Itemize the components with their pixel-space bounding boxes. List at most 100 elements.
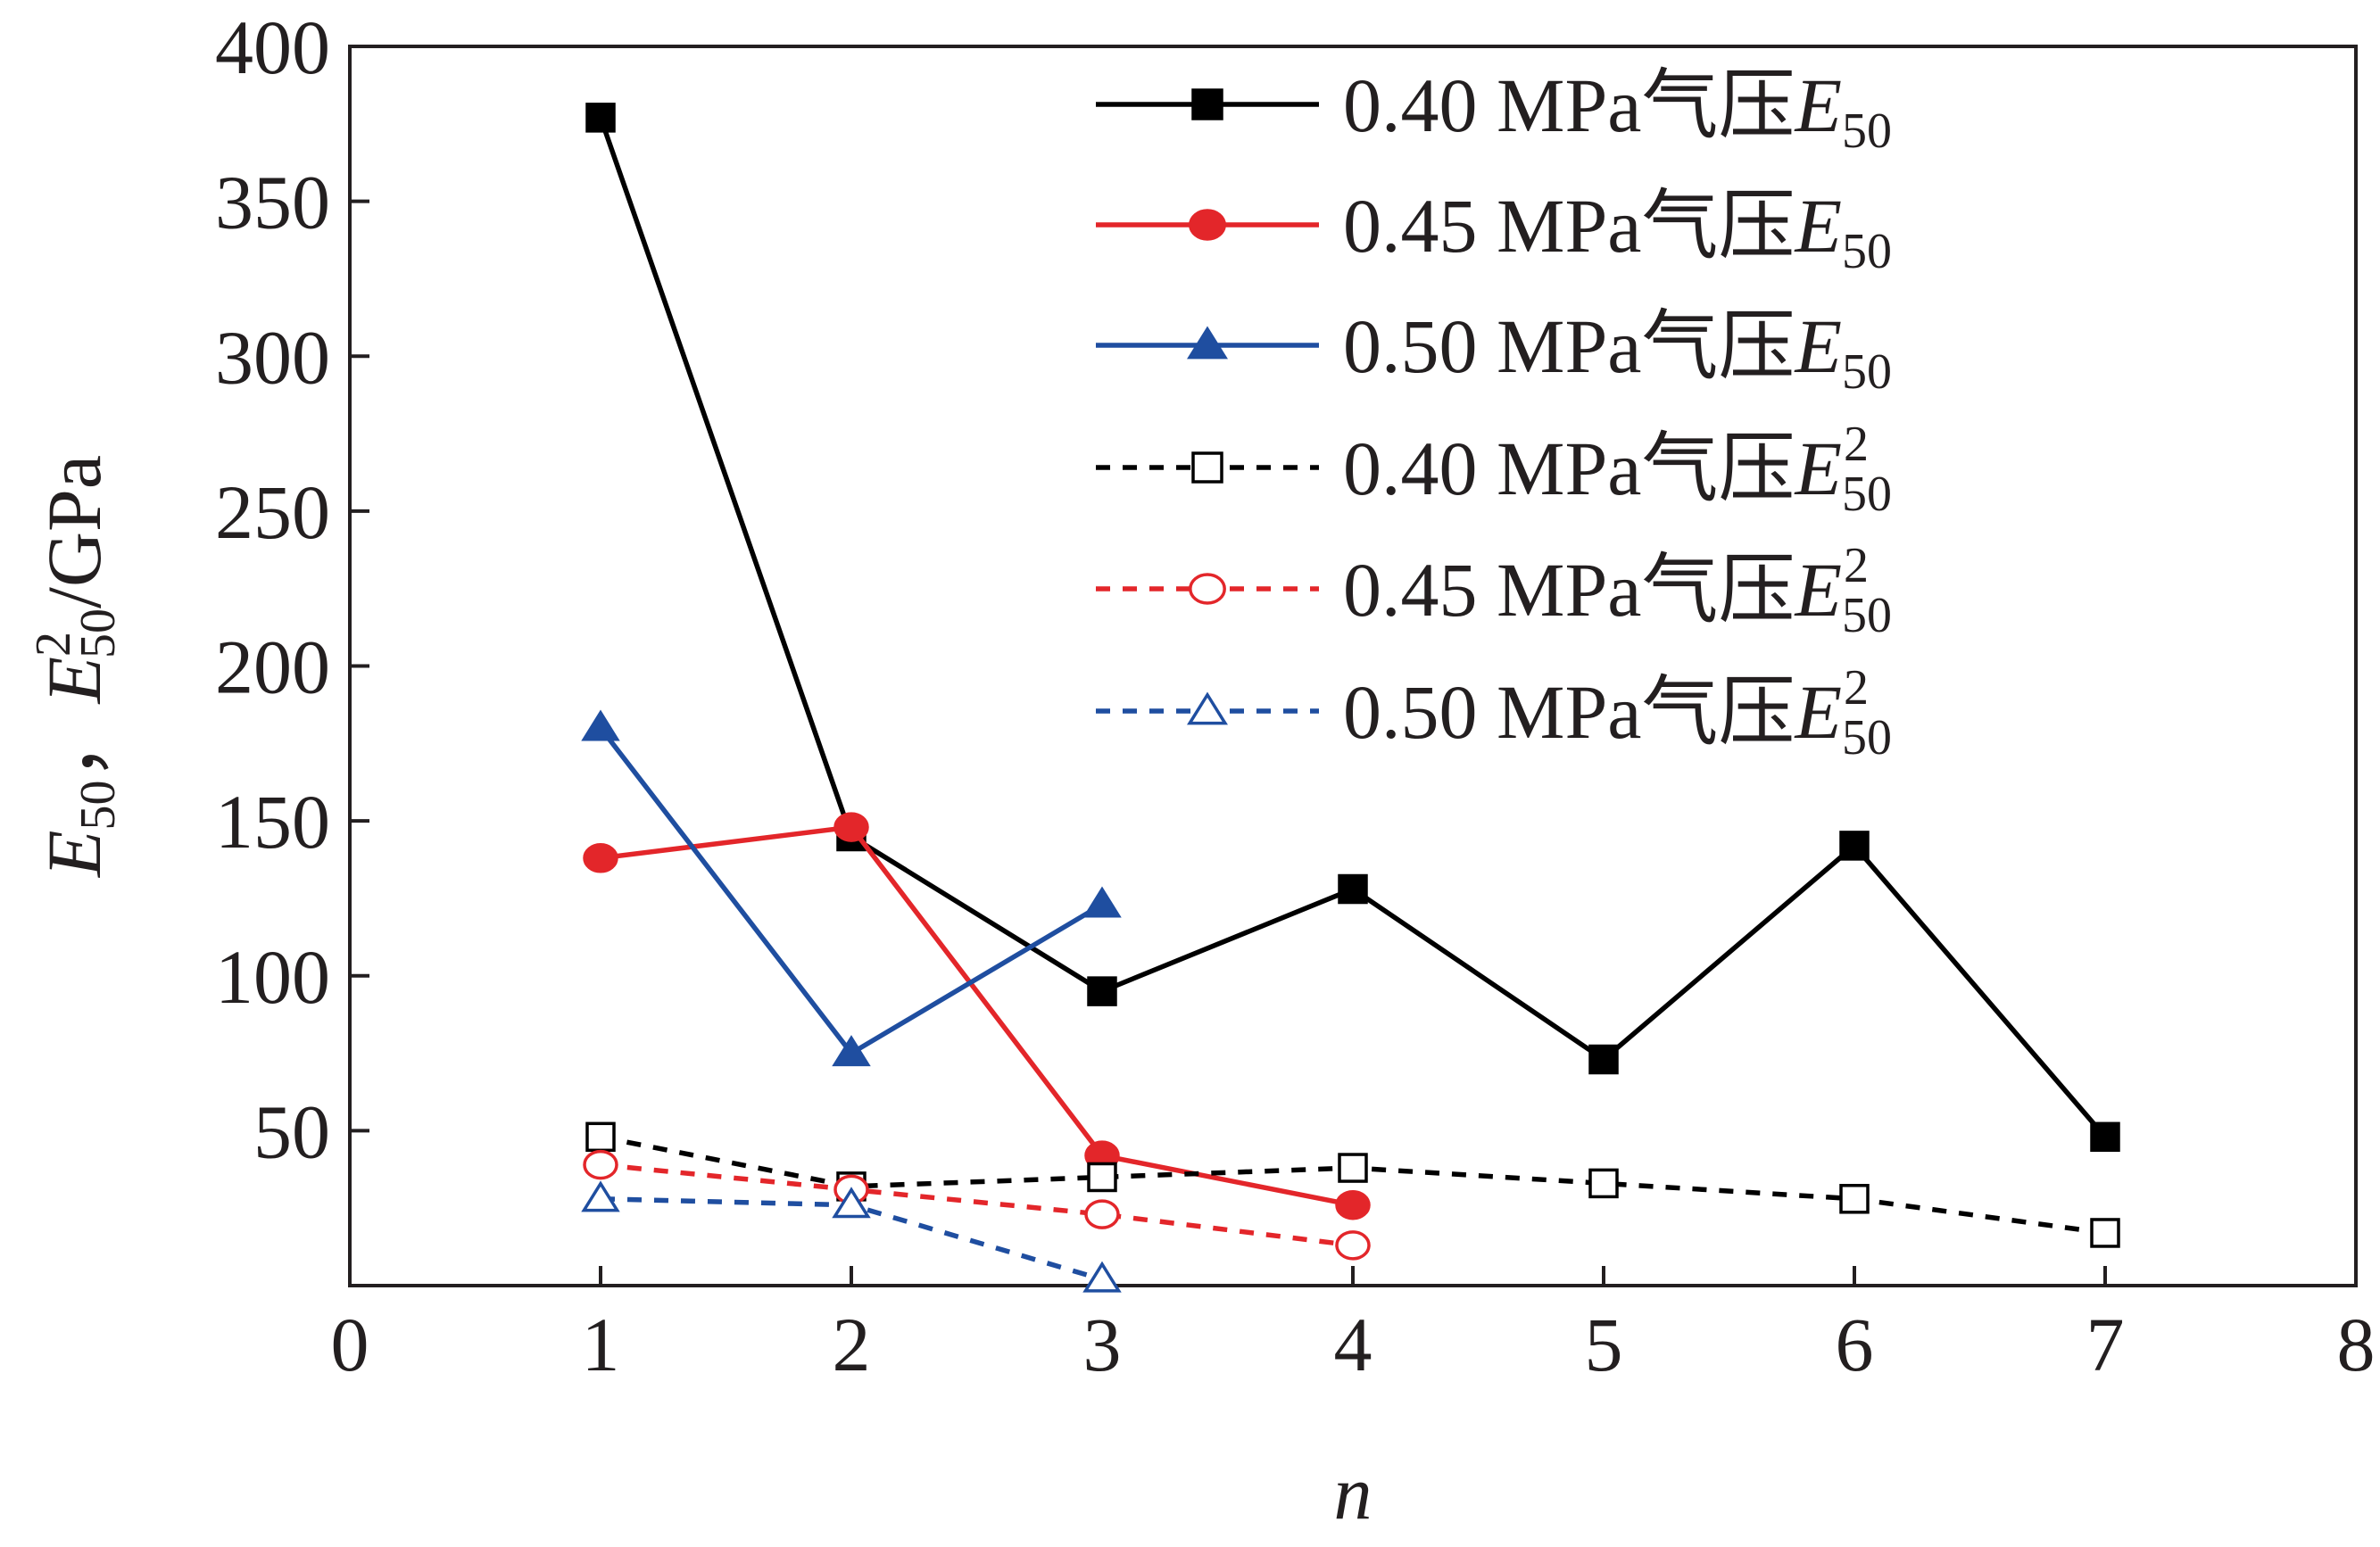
legend-item-3: 0.50 MPa气压E50 — [1096, 303, 1892, 400]
data-point — [1087, 1162, 1117, 1193]
legend-prefix: 0.40 MPa气压 — [1343, 426, 1795, 511]
data-point — [1335, 1189, 1371, 1220]
legend-item-4: 0.40 MPa气压E2 50 — [1096, 417, 1892, 522]
legend-label: 0.40 MPa气压E2 50 — [1343, 417, 1892, 522]
y-label-separator: ， — [31, 704, 117, 781]
legend-superscript: 2 — [1844, 417, 1869, 472]
legend-superscript: 2 — [1844, 660, 1869, 716]
y-label-subscript: 50 — [70, 781, 126, 831]
y-tick-label: 150 — [215, 779, 330, 864]
legend-marker — [1191, 88, 1223, 120]
y-tick-label: 250 — [215, 469, 330, 555]
axis-labels: 0 1 2 3 4 5 6 7 850100150200250300350400nE50，E25… — [26, 4, 2376, 1535]
legend-label: 0.50 MPa气压E50 — [1343, 303, 1892, 400]
y-tick-label: 400 — [215, 4, 330, 90]
data-point — [1082, 1261, 1122, 1293]
legend-item-5: 0.45 MPa气压E2 50 — [1096, 538, 1892, 643]
legend-subscript: 50 — [1842, 103, 1892, 159]
x-tick-label: 8 — [2337, 1302, 2376, 1387]
legend-item-6: 0.50 MPa气压E2 50 — [1096, 660, 1892, 765]
y-label-superscript: 2 — [26, 632, 81, 657]
data-point — [1335, 1230, 1371, 1261]
data-point — [1839, 1184, 1870, 1214]
x-tick-label: 2 — [833, 1302, 871, 1387]
data-point — [585, 1121, 616, 1153]
data-point — [2090, 1218, 2120, 1248]
legend-symbol: E — [1793, 547, 1842, 633]
legend-symbol: E — [1793, 669, 1842, 755]
legend-item-2: 0.45 MPa气压E50 — [1096, 183, 1892, 279]
data-point — [833, 812, 869, 842]
legend-marker — [1187, 691, 1228, 725]
x-tick-label: 0 — [331, 1302, 369, 1387]
y-tick-label: 350 — [215, 160, 330, 245]
y-label-symbol: E — [31, 831, 117, 880]
x-tick-label: 3 — [1083, 1302, 1122, 1387]
legend-marker — [1189, 209, 1226, 241]
y-label-subscript-2: 50 — [70, 608, 126, 658]
legend-label: 0.45 MPa气压E50 — [1343, 183, 1892, 279]
legend-marker — [1187, 326, 1228, 360]
legend-prefix: 0.50 MPa气压 — [1343, 303, 1795, 389]
axes — [348, 45, 2358, 1287]
legend-label: 0.50 MPa气压E2 50 — [1343, 660, 1892, 765]
y-tick-label: 100 — [215, 934, 330, 1020]
x-tick-label: 1 — [582, 1302, 620, 1387]
series-5 — [583, 1149, 1371, 1261]
y-tick-label: 50 — [253, 1088, 330, 1174]
legend-subscript: 50 — [1842, 344, 1892, 400]
y-label-unit: /GPa — [31, 455, 117, 608]
data-point — [583, 843, 618, 873]
data-point — [1588, 1168, 1619, 1199]
data-point — [1338, 1153, 1368, 1183]
legend-label: 0.40 MPa气压E50 — [1343, 62, 1892, 159]
data-point — [585, 103, 616, 133]
legend-prefix: 0.45 MPa气压 — [1343, 547, 1795, 633]
legend-superscript: 2 — [1844, 538, 1869, 593]
legend-subscript: 50 — [1842, 467, 1892, 522]
data-point — [581, 709, 620, 741]
legend-marker — [1191, 451, 1223, 484]
legend-prefix: 0.45 MPa气压 — [1343, 183, 1795, 269]
legend-symbol: E — [1793, 426, 1842, 511]
series-line — [598, 726, 1104, 1056]
series-layer — [581, 103, 2120, 1293]
legend-prefix: 0.50 MPa气压 — [1343, 669, 1795, 755]
data-point — [1082, 886, 1122, 918]
y-tick-label: 300 — [215, 314, 330, 400]
y-axis-label: E50，E250/GPa — [26, 455, 126, 879]
legend-label: 0.45 MPa气压E2 50 — [1343, 538, 1892, 643]
data-point — [1087, 976, 1117, 1006]
legend-symbol: E — [1793, 183, 1842, 269]
series-line — [600, 1162, 1354, 1248]
series-2 — [583, 812, 1371, 1220]
legend-subscript: 50 — [1842, 710, 1892, 765]
data-point — [583, 1149, 618, 1180]
legend-subscript: 50 — [1842, 224, 1892, 279]
x-axis-label: n — [1334, 1450, 1372, 1535]
x-tick-label: 4 — [1334, 1302, 1372, 1387]
data-point — [832, 1035, 871, 1067]
y-label-symbol-2: E — [31, 657, 117, 706]
data-point — [832, 1187, 871, 1219]
data-point — [1084, 1199, 1120, 1229]
x-tick-label: 5 — [1585, 1302, 1623, 1387]
data-point — [2090, 1121, 2120, 1153]
data-point — [581, 1180, 620, 1212]
data-point — [1839, 831, 1870, 861]
legend-marker — [1189, 573, 1226, 605]
data-point — [1588, 1044, 1619, 1075]
legend-symbol: E — [1793, 62, 1842, 148]
legend-prefix: 0.40 MPa气压 — [1343, 62, 1795, 148]
y-tick-label: 200 — [215, 625, 330, 710]
series-3 — [581, 709, 1122, 1067]
x-tick-label: 6 — [1836, 1302, 1874, 1387]
legend-item-1: 0.40 MPa气压E50 — [1096, 62, 1892, 159]
legend-symbol: E — [1793, 303, 1842, 389]
legend-subscript: 50 — [1842, 588, 1892, 643]
series-6 — [581, 1180, 1122, 1293]
data-point — [1338, 873, 1368, 905]
x-tick-label: 7 — [2086, 1302, 2125, 1387]
